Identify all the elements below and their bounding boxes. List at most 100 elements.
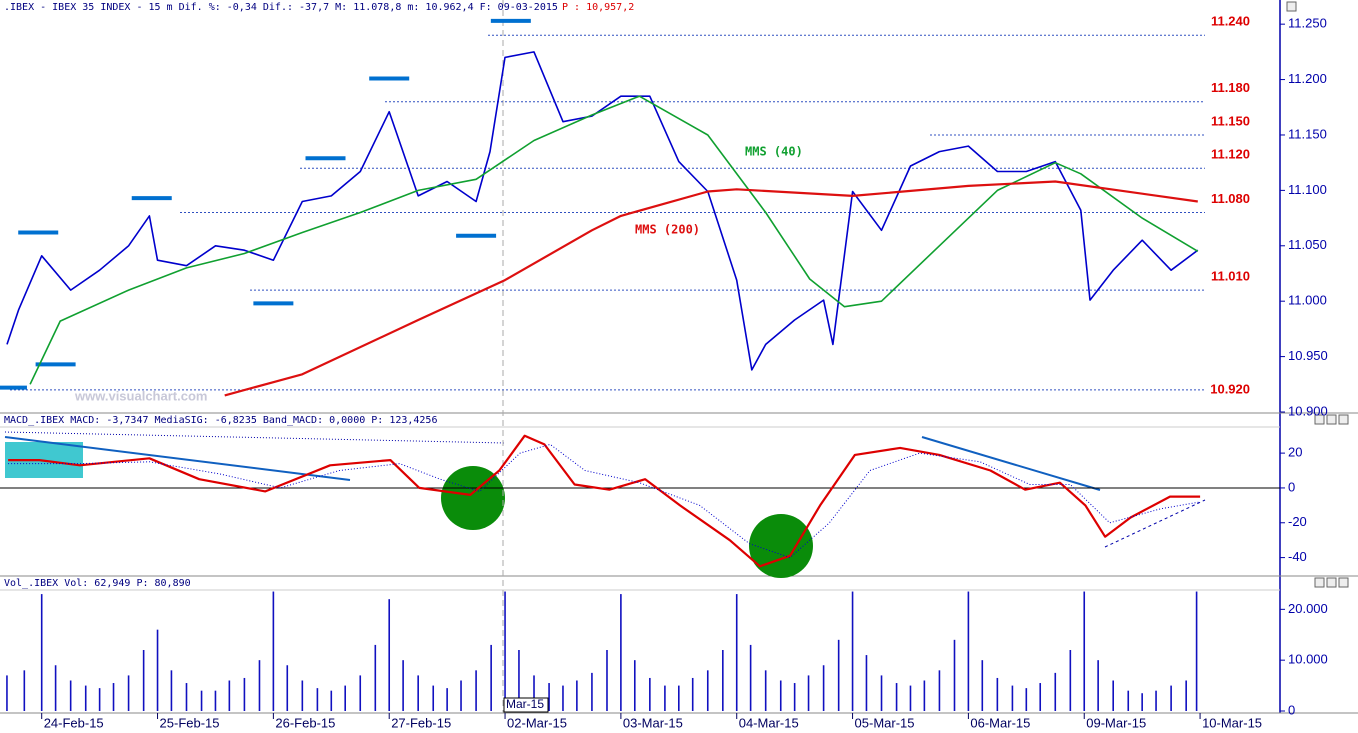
price-label: P : 10,957,2 [562, 2, 634, 13]
volume-bar [1039, 683, 1042, 711]
volume-bar [691, 677, 694, 711]
volume-bar [402, 660, 404, 711]
button[interactable] [1286, 1, 1297, 12]
volume-bar [749, 644, 752, 711]
y-tick-label: 10.950 [1288, 348, 1328, 363]
trend-line [4, 436, 351, 481]
volume-bar [243, 677, 246, 711]
panel-title: MACD_.IBEX MACD: -3,7347 MediaSIG: -6,82… [4, 415, 437, 426]
volume-bar [1195, 591, 1198, 711]
volume-bar [764, 670, 767, 711]
volume-bar [98, 688, 101, 711]
level-label: 11.240 [1211, 14, 1250, 29]
volume-bar [880, 675, 883, 711]
window-buttons[interactable] [1286, 1, 1349, 588]
series-line [6, 51, 1199, 371]
y-tick-label: -20 [1288, 514, 1307, 529]
volume-bar [1170, 685, 1172, 711]
level-label: 11.180 [1211, 80, 1250, 95]
button[interactable] [1314, 577, 1325, 588]
volume-bar [142, 650, 145, 711]
series-line [8, 443, 1201, 559]
level-label: 11.080 [1211, 191, 1250, 206]
volume-bar [735, 594, 738, 711]
volume-bar [793, 683, 796, 711]
volume-bar [1054, 672, 1057, 711]
volume-bar [344, 685, 346, 711]
volume-bar [706, 670, 709, 711]
y-tick-label: 11.000 [1288, 293, 1327, 308]
volume-bar [432, 685, 435, 711]
x-tick-label: 09-Mar-15 [1086, 715, 1146, 730]
x-tick-label: 24-Feb-15 [44, 715, 104, 730]
volume-bar [1083, 591, 1086, 711]
volume-bar [967, 591, 970, 711]
volume-bar [1112, 680, 1114, 711]
volume-bar [548, 683, 550, 711]
volume-bar [606, 650, 608, 711]
volume-bar [533, 675, 535, 711]
volume-bar [678, 685, 680, 711]
volume-bar [837, 639, 840, 711]
level-label: 11.010 [1211, 269, 1250, 284]
trend-line [921, 436, 1101, 491]
y-tick-label: 0 [1288, 702, 1295, 717]
volume-bar [851, 591, 854, 711]
x-tick-label: 27-Feb-15 [391, 715, 451, 730]
volume-bar [981, 660, 984, 711]
volume-bar [69, 680, 72, 711]
volume-bar [938, 670, 941, 711]
volume-bar [127, 675, 130, 711]
y-tick-label: 11.150 [1288, 126, 1327, 141]
trend-line [1104, 499, 1206, 548]
volume-bar [446, 688, 448, 711]
y-tick-label: 20.000 [1288, 601, 1328, 616]
highlight-circle [749, 514, 813, 578]
volume-bar [953, 639, 956, 711]
volume-bar [359, 675, 362, 711]
volume-bar [895, 683, 898, 711]
volume-bar [40, 594, 43, 711]
volume-bar [1097, 660, 1099, 711]
button[interactable] [1338, 577, 1349, 588]
volume-bar [490, 644, 492, 711]
volume-bar [200, 690, 203, 711]
volume-bar [272, 591, 275, 711]
volume-bar [822, 665, 825, 711]
volume-bar [258, 660, 261, 711]
volume-bar [518, 650, 520, 711]
y-tick-label: 11.100 [1288, 182, 1327, 197]
y-tick-label: 10.900 [1288, 403, 1328, 418]
volume-bar [591, 672, 593, 711]
volume-bar [576, 680, 578, 711]
volume-bar [23, 670, 26, 711]
volume-bar [316, 688, 319, 711]
volume-bar [1127, 690, 1130, 711]
volume-bar [1185, 680, 1187, 711]
volume-bar [1025, 688, 1028, 711]
volume-bar [1069, 650, 1072, 711]
chart-title: .IBEX - IBEX 35 INDEX - 15 m Dif. %: -0,… [4, 2, 558, 13]
volume-bar [649, 677, 651, 711]
volume-bar [779, 680, 782, 711]
volume-bar [562, 685, 564, 711]
volume-bar [286, 665, 289, 711]
button[interactable] [1338, 414, 1349, 425]
volume-bar [909, 685, 912, 711]
volume-bar [1155, 690, 1157, 711]
highlight-circle [441, 466, 505, 530]
series-label: MMS (200) [635, 223, 700, 237]
annotation-box [503, 697, 549, 713]
x-tick-label: 02-Mar-15 [507, 715, 567, 730]
volume-bar [996, 677, 999, 711]
volume-bar [214, 690, 217, 711]
button[interactable] [1326, 414, 1337, 425]
button[interactable] [1326, 577, 1337, 588]
x-tick-label: 25-Feb-15 [160, 715, 220, 730]
volume-bar [923, 680, 926, 711]
volume-bar [633, 660, 636, 711]
y-tick-label: -40 [1288, 549, 1307, 564]
x-tick-label: 05-Mar-15 [855, 715, 915, 730]
button[interactable] [1314, 414, 1325, 425]
